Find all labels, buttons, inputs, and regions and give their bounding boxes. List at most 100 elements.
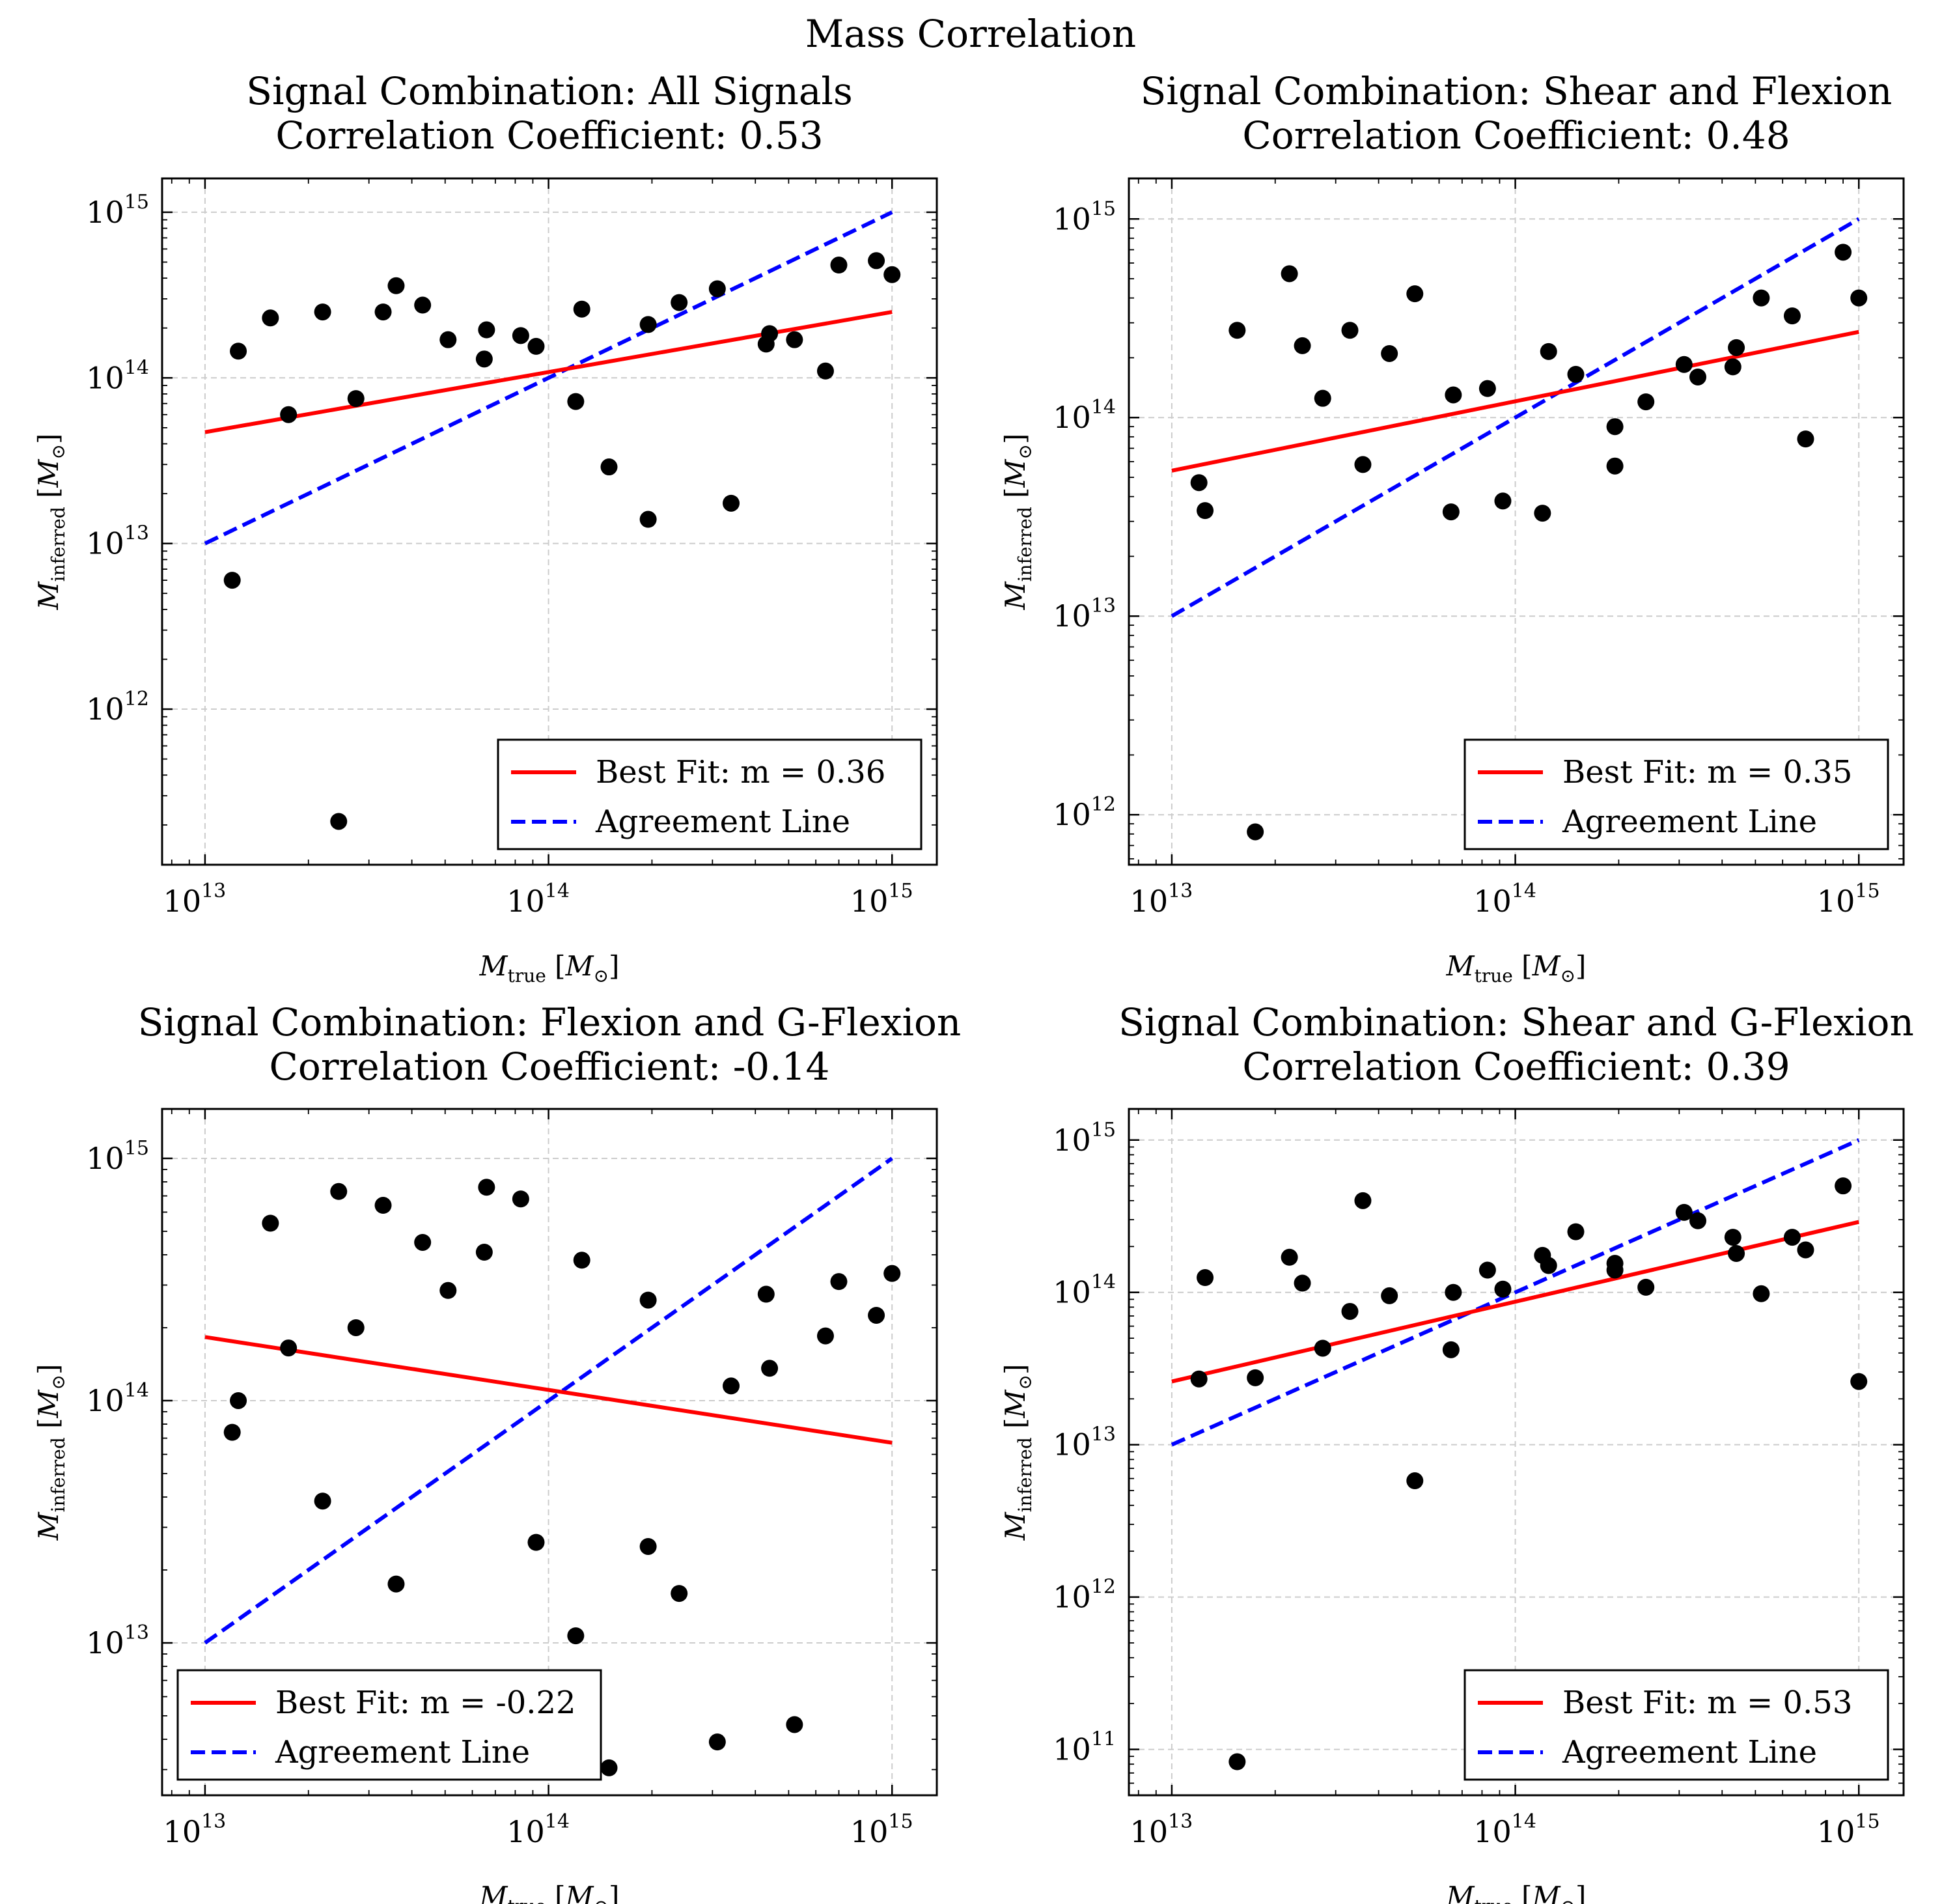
y-tick-label: 1015 (1053, 1119, 1116, 1158)
y-tick-label: 1013 (86, 1621, 149, 1660)
scatter-point (1354, 1192, 1372, 1209)
scatter-point (1689, 1212, 1707, 1229)
scatter-point (1753, 1285, 1770, 1302)
scatter-point (1689, 368, 1707, 385)
x-tick-label: 1014 (506, 1810, 570, 1849)
scatter-point (527, 1533, 545, 1551)
scatter-point (639, 1291, 657, 1309)
figure-title: Mass Correlation (805, 12, 1136, 56)
y-tick-label: 1012 (1053, 793, 1116, 832)
scatter-point (1567, 1223, 1585, 1240)
scatter-point (723, 1377, 740, 1395)
panel-subtitle: Correlation Coefficient: -0.14 (270, 1044, 830, 1089)
x-tick-label: 1015 (1817, 880, 1880, 919)
panel-title: Signal Combination: Shear and G-Flexion (1118, 1000, 1914, 1044)
scatter-point (414, 1233, 432, 1251)
y-tick-label: 1013 (86, 522, 149, 561)
plot-area (204, 1156, 901, 1776)
legend-label: Agreement Line (275, 1734, 530, 1771)
scatter-point (1381, 1287, 1398, 1304)
legend-box (497, 738, 922, 850)
x-axis-label: Mtrue [M⊙] (479, 950, 620, 987)
scatter-point (1637, 1278, 1655, 1296)
scatter-point (1381, 344, 1398, 362)
y-tick-label: 1014 (86, 356, 149, 395)
x-tick-label: 1014 (1473, 880, 1536, 919)
scatter-point (527, 337, 545, 355)
y-axis-label: Minferred [M⊙] (33, 434, 69, 611)
agreement-line (204, 1156, 893, 1645)
scatter-point (1728, 339, 1745, 356)
y-tick-label: 1013 (1053, 595, 1116, 634)
scatter-point (230, 343, 247, 360)
scatter-point (262, 309, 279, 327)
scatter-point (1850, 289, 1868, 307)
scatter-point (1675, 356, 1693, 373)
x-tick-label: 1015 (850, 880, 913, 919)
scatter-point (1567, 365, 1585, 383)
scatter-point (1247, 1369, 1264, 1386)
x-tick-label: 1013 (1130, 1810, 1193, 1849)
scatter-point (1445, 1283, 1462, 1301)
scatter-point (567, 393, 585, 410)
scatter-point (1753, 289, 1770, 307)
scatter-point (1478, 380, 1496, 397)
x-tick-label: 1013 (163, 1810, 227, 1849)
scatter-point (600, 1759, 618, 1776)
scatter-point (1294, 337, 1311, 354)
scatter-point (830, 257, 848, 274)
agreement-line (1171, 1138, 1860, 1447)
x-tick-label: 1015 (850, 1810, 913, 1849)
scatter-point (761, 325, 779, 343)
scatter-point (639, 511, 657, 528)
scatter-point (816, 362, 834, 380)
scatter-point (1354, 456, 1372, 473)
scatter-point (314, 303, 331, 321)
scatter-point (639, 316, 657, 333)
scatter-point (387, 277, 405, 294)
scatter-point (1445, 386, 1462, 404)
scatter-point (567, 1627, 585, 1645)
legend-label: Agreement Line (1562, 1734, 1817, 1771)
scatter-point (280, 406, 298, 423)
scatter-point (1281, 1248, 1298, 1266)
agreement-line (1171, 217, 1860, 618)
panel-subtitle: Correlation Coefficient: 0.48 (1242, 113, 1790, 158)
scatter-point (573, 300, 590, 318)
plot-area (1171, 217, 1868, 841)
x-tick-label: 1015 (1817, 1810, 1880, 1849)
legend-box (1463, 738, 1889, 850)
legend: Best Fit: m = 0.35 Agreement Line (1463, 738, 1889, 850)
scatter-point (708, 280, 726, 298)
best-fit-line (204, 1335, 893, 1445)
scatter-point (1606, 1255, 1624, 1272)
scatter-point (1406, 285, 1424, 303)
scatter-point (1835, 244, 1852, 261)
scatter-point (314, 1492, 331, 1510)
scatter-point (1190, 474, 1208, 492)
legend-label: Best Fit: m = 0.53 (1562, 1685, 1852, 1721)
scatter-point (1675, 1203, 1693, 1221)
scatter-point (347, 1319, 365, 1336)
scatter-point (1190, 1370, 1208, 1388)
legend: Best Fit: m = -0.22 Agreement Line (176, 1669, 602, 1781)
chart-panel-1: Signal Combination: All SignalsCorrelati… (33, 69, 938, 987)
legend-label: Best Fit: m = 0.36 (596, 754, 885, 791)
legend-box (1463, 1669, 1889, 1781)
scatter-point (1783, 1229, 1801, 1246)
x-axis-label: Mtrue [M⊙] (1446, 1881, 1587, 1904)
scatter-point (223, 1423, 241, 1441)
y-tick-label: 1014 (1053, 396, 1116, 435)
legend-label: Agreement Line (1562, 804, 1817, 840)
scatter-point (1724, 1229, 1741, 1246)
y-tick-label: 1012 (1053, 1576, 1116, 1615)
y-tick-label: 1014 (1053, 1271, 1116, 1310)
scatter-point (883, 266, 901, 283)
x-tick-label: 1013 (1130, 880, 1193, 919)
legend-label: Best Fit: m = 0.35 (1562, 754, 1852, 791)
chart-panel-2: Signal Combination: Shear and FlexionCor… (999, 69, 1905, 987)
scatter-point (439, 1281, 457, 1299)
legend-label: Best Fit: m = -0.22 (275, 1685, 576, 1721)
scatter-point (1228, 1753, 1246, 1771)
